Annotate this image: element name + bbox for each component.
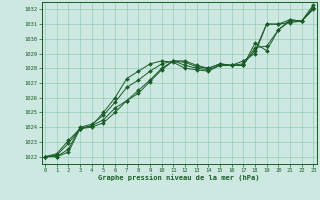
- X-axis label: Graphe pression niveau de la mer (hPa): Graphe pression niveau de la mer (hPa): [99, 175, 260, 181]
